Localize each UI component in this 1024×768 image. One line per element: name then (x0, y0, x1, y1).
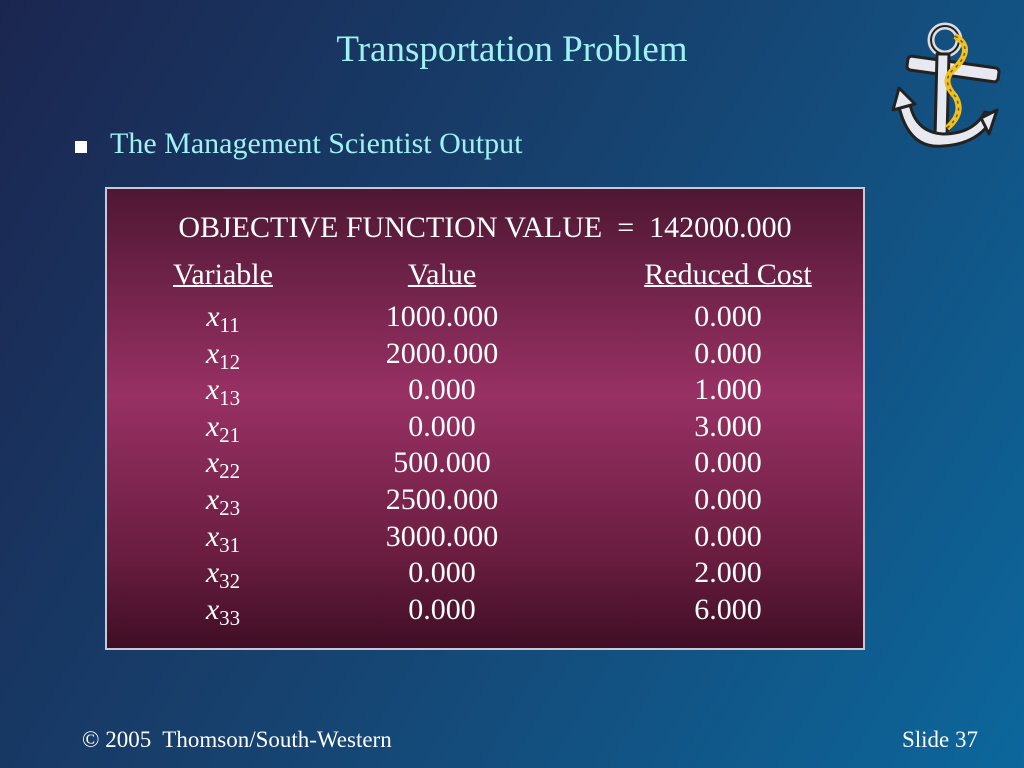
reduced-cost-cell: 2.000 (694, 556, 762, 590)
variable-name: x (205, 592, 220, 626)
reduced-cost-cell: 3.000 (694, 409, 762, 443)
reduced-cost-cell: 0.000 (694, 446, 762, 480)
variable-subscript: 22 (219, 459, 241, 484)
variable-cell: x32 (123, 555, 323, 599)
column-header: Variable (173, 258, 273, 291)
variable-subscript: 33 (219, 605, 241, 630)
variable-name: x (205, 373, 220, 407)
variable-subscript: 32 (219, 569, 241, 594)
variable-subscript: 31 (219, 532, 241, 557)
value-cell: 1000.000 (385, 300, 499, 333)
variable-subscript: 12 (219, 349, 241, 374)
variable-subscript: 21 (219, 422, 241, 447)
variable-name: x (206, 300, 220, 333)
value-cell: 500.000 (393, 446, 491, 480)
value-cell: 0.000 (408, 592, 476, 626)
bullet-text: The Management Scientist Output (110, 127, 523, 160)
value-cell: 0.000 (408, 556, 476, 590)
value-cell: 3000.000 (385, 519, 499, 553)
objective-value: OBJECTIVE FUNCTION VALUE = 142000.000 (178, 211, 792, 244)
reduced-cost-cell: 6.000 (694, 592, 762, 626)
variable-subscript: 23 (219, 496, 241, 520)
anchor-icon (891, 22, 1001, 148)
reduced-cost-cell: 0.000 (694, 483, 762, 516)
variable-name: x (205, 556, 220, 590)
output-table: OBJECTIVE FUNCTION VALUE = 142000.000 Var… (105, 187, 865, 650)
variable-subscript: 11 (219, 313, 240, 337)
value-cell: 0.000 (408, 373, 476, 407)
reduced-cost-cell: 0.000 (694, 336, 762, 370)
variable-name: x (205, 336, 220, 370)
variable-cell: x12 (123, 336, 323, 380)
value-cell: 2500.000 (385, 483, 499, 516)
value-cell: 2000.000 (385, 336, 499, 370)
variable-cell: x21 (123, 409, 323, 453)
column-header: Value (407, 258, 477, 291)
reduced-cost-cell: 1.000 (694, 373, 762, 407)
reduced-cost-cell: 0.000 (694, 300, 762, 333)
variable-name: x (205, 446, 220, 480)
value-cell: 0.000 (408, 409, 476, 443)
variable-cell: x11 (123, 299, 323, 343)
bullet-marker (75, 141, 87, 153)
variable-cell: x33 (123, 592, 323, 636)
slide-number: Slide 37 (901, 727, 978, 752)
variable-cell: x23 (123, 482, 323, 526)
variable-cell: x13 (123, 372, 323, 416)
copyright: © 2005 Thomson/South-Western (82, 727, 392, 752)
variable-subscript: 13 (219, 386, 241, 411)
variable-cell: x22 (123, 445, 323, 489)
column-header: Reduced Cost (644, 258, 812, 291)
variable-name: x (205, 409, 220, 443)
reduced-cost-cell: 0.000 (694, 519, 762, 553)
variable-cell: x31 (123, 519, 323, 563)
slide-title: Transportation Problem (336, 29, 688, 70)
variable-name: x (205, 519, 220, 553)
variable-name: x (205, 483, 220, 516)
